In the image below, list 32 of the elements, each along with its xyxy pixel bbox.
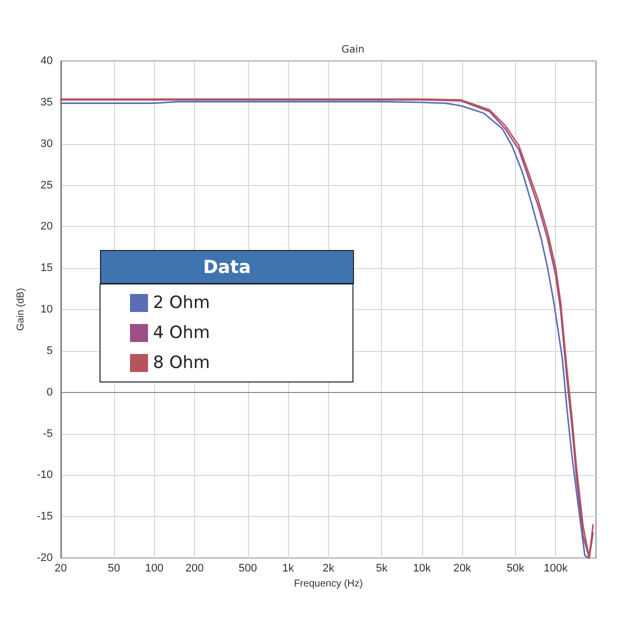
legend-label: 2 Ohm <box>153 293 210 313</box>
x-tick-label: 1k <box>282 562 294 574</box>
x-tick-label: 5k <box>376 562 388 574</box>
y-axis-title: Gain (dB) <box>16 288 26 331</box>
y-tick-label: -10 <box>36 469 53 482</box>
y-tick-label: -15 <box>36 510 53 523</box>
y-tick-label: 20 <box>40 220 53 233</box>
y-tick-label: 25 <box>40 179 53 192</box>
x-tick-label: 20 <box>54 562 67 574</box>
x-tick-label: 100 <box>145 562 164 574</box>
legend-header: Data <box>100 250 354 284</box>
y-tick-label: 0 <box>46 386 53 398</box>
x-tick-label: 2k <box>322 562 335 574</box>
x-tick-label: 20k <box>453 562 472 574</box>
y-tick-label: 5 <box>46 344 53 357</box>
x-tick-label: 10k <box>413 562 432 574</box>
y-tick-label: 15 <box>40 262 53 274</box>
legend-label: 4 Ohm <box>153 323 210 343</box>
y-tick-label: -5 <box>43 428 53 440</box>
y-tick-label: 40 <box>40 55 53 67</box>
chart-title: Gain <box>342 44 364 56</box>
x-tick-label: 100k <box>544 562 568 574</box>
x-tick-label: 50k <box>506 562 525 574</box>
x-tick-label: 50 <box>108 562 120 574</box>
y-tick-label: -20 <box>36 552 53 564</box>
x-tick-label: 500 <box>238 562 258 574</box>
y-tick-label: 10 <box>40 304 53 316</box>
x-tick-label: 200 <box>185 562 204 574</box>
x-axis-title: Frequency (Hz) <box>294 578 363 590</box>
y-tick-label: 30 <box>40 138 53 150</box>
y-tick-label: 35 <box>40 96 53 108</box>
legend-label: 8 Ohm <box>153 353 210 373</box>
